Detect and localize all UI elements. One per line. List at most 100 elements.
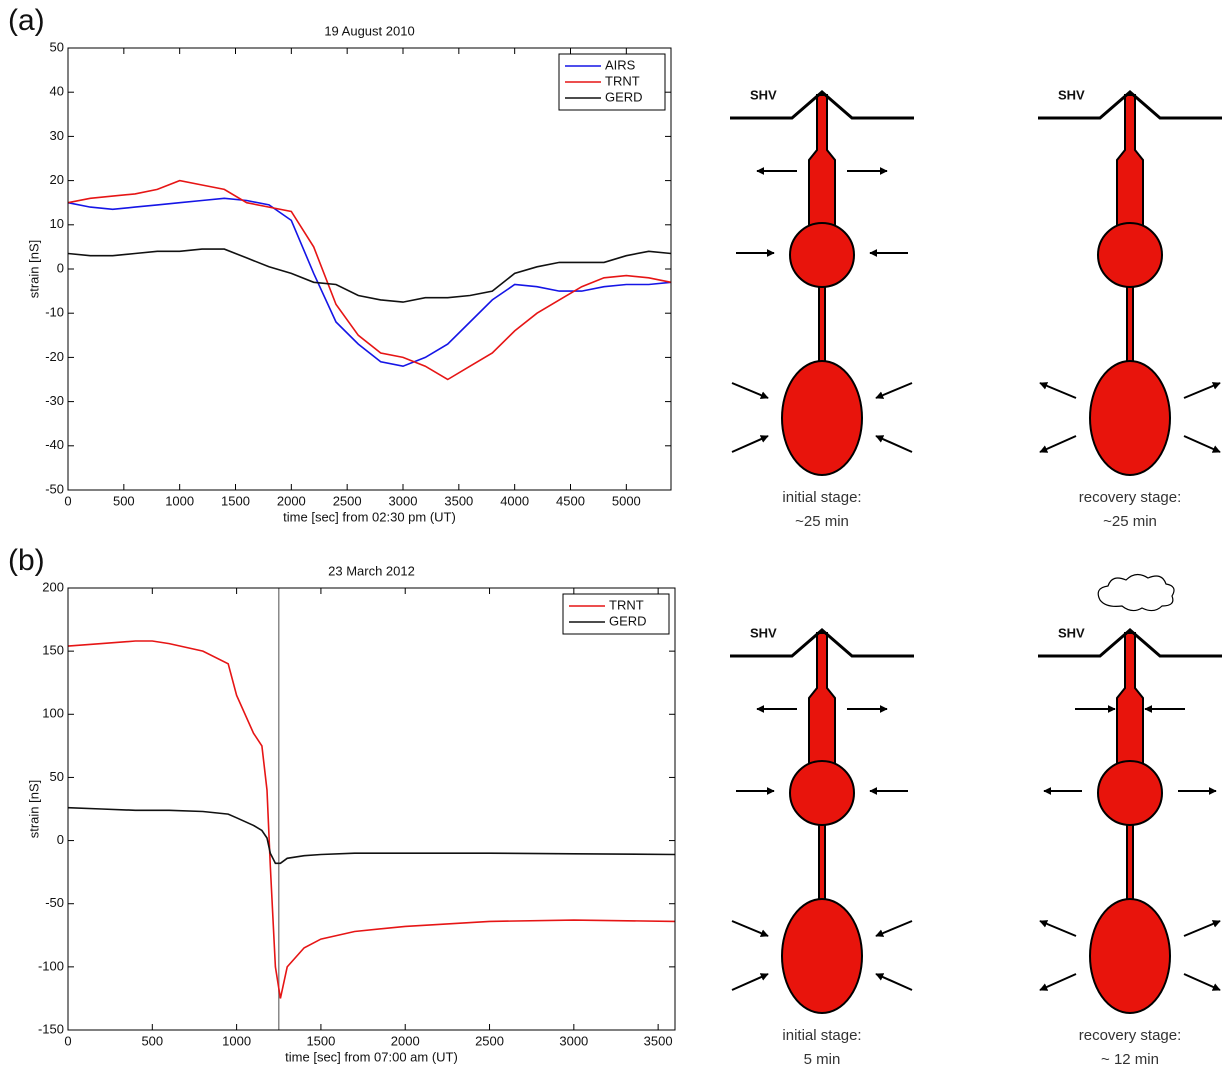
y-tick-label: -10 [45,305,64,320]
ground [730,90,914,120]
legend-label: TRNT [609,597,644,612]
x-tick-label: 5000 [612,493,641,508]
y-tick-label: 150 [42,643,64,658]
deep-reservoir [1089,360,1171,476]
chart-title: 19 August 2010 [324,23,414,38]
x-tick-label: 2500 [475,1033,504,1048]
x-tick-label: 3000 [389,493,418,508]
shallow-reservoir [789,222,855,288]
y-tick-label: 50 [50,39,64,54]
plot-area [68,588,675,1030]
x-tick-label: 1000 [165,493,194,508]
arrow [875,920,913,937]
diagram-caption: 5 min [804,1051,841,1068]
x-axis-label: time [sec] from 02:30 pm (UT) [283,509,456,524]
diagram-caption: initial stage: [782,489,861,506]
arrow [1039,435,1077,453]
y-tick-label: 50 [50,769,64,784]
arrow [1039,973,1077,991]
y-tick-label: -20 [45,349,64,364]
plot-frame [67,47,672,491]
panel-label: (b) [8,544,45,577]
arrow [1183,435,1221,453]
diagram-caption: initial stage: [782,1027,861,1044]
volcano-diagram: SHV recovery stage: ~ 12 min [1038,573,1222,1068]
conduit [1126,279,1134,371]
arrow [731,435,769,453]
x-tick-label: 500 [141,1033,163,1048]
arrow [731,382,769,399]
y-tick-label: -50 [45,481,64,496]
arrow [1183,920,1221,937]
diagram-caption: recovery stage: [1079,489,1182,506]
deep-reservoir [781,360,863,476]
y-tick-label: 100 [42,706,64,721]
y-tick-label: -150 [38,1021,64,1036]
y-tick-label: 10 [50,216,64,231]
diagram-caption: recovery stage: [1079,1027,1182,1044]
x-tick-label: 1500 [221,493,250,508]
y-axis-label: strain [nS] [26,780,41,839]
x-tick-label: 2000 [391,1033,420,1048]
x-axis-label: time [sec] from 07:00 am (UT) [285,1049,458,1064]
ground [1038,90,1222,120]
diagram-caption: ~25 min [1103,513,1157,530]
x-tick-label: 4000 [500,493,529,508]
deep-reservoir [1089,898,1171,1014]
y-tick-label: -40 [45,437,64,452]
ash-cloud [1097,573,1175,612]
chart-title: 23 March 2012 [328,563,415,578]
x-tick-label: 0 [64,1033,71,1048]
legend-label: GERD [609,613,647,628]
x-tick-label: 4500 [556,493,585,508]
diagram-caption: ~25 min [795,513,849,530]
x-tick-label: 3500 [644,1033,673,1048]
y-tick-label: 20 [50,172,64,187]
upper-conduit [1116,94,1144,236]
y-tick-label: 200 [42,579,64,594]
conduit [818,279,826,371]
x-tick-label: 3500 [444,493,473,508]
y-tick-label: 0 [57,832,64,847]
arrow [875,382,913,399]
x-tick-label: 1000 [222,1033,251,1048]
panel-label: (a) [8,4,45,37]
arrow [875,973,913,991]
diagram-label: SHV [750,625,777,640]
y-axis-label: strain [nS] [26,240,41,299]
x-tick-label: 1500 [306,1033,335,1048]
arrow [731,973,769,991]
arrow [1039,382,1077,399]
series-line [67,248,672,303]
plot-area [68,48,671,490]
arrow [1039,920,1077,937]
x-tick-label: 500 [113,493,135,508]
conduit [818,817,826,909]
legend-box [562,593,670,635]
y-tick-label: -30 [45,393,64,408]
legend-label: AIRS [605,57,636,72]
deep-reservoir [781,898,863,1014]
diagram-label: SHV [750,87,777,102]
y-tick-label: -100 [38,958,64,973]
plot-frame [67,587,676,1031]
diagram-caption: ~ 12 min [1101,1051,1159,1068]
arrow [731,920,769,937]
ground [730,628,914,658]
shallow-reservoir [789,760,855,826]
arrow [875,435,913,453]
upper-conduit [808,94,836,236]
series-line [67,806,676,865]
arrow [1183,973,1221,991]
y-tick-label: 0 [57,260,64,275]
y-tick-label: -50 [45,895,64,910]
x-tick-label: 2000 [277,493,306,508]
upper-conduit [808,632,836,774]
shallow-reservoir [1097,222,1163,288]
x-tick-label: 0 [64,493,71,508]
arrow [1183,382,1221,399]
series-line [67,640,676,999]
upper-conduit [1116,632,1144,774]
legend-label: TRNT [605,73,640,88]
